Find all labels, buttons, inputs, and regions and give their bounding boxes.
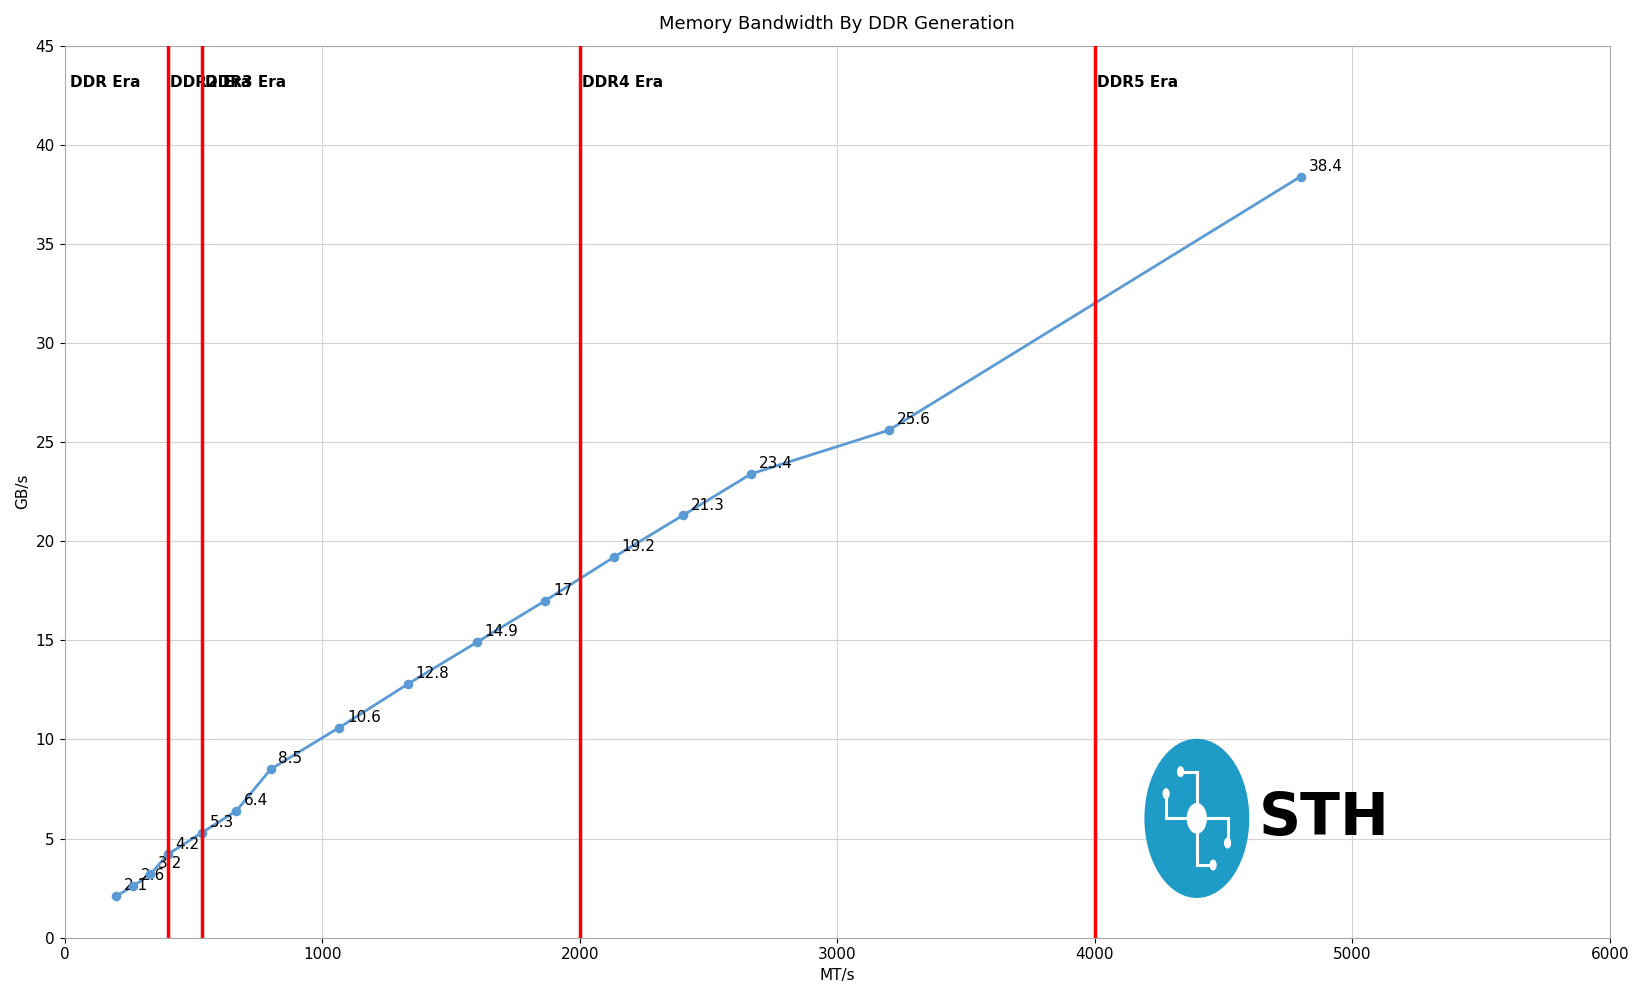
Text: 38.4: 38.4 bbox=[1309, 159, 1342, 174]
Point bbox=[104, 888, 130, 904]
Point bbox=[155, 846, 181, 862]
Text: 25.6: 25.6 bbox=[896, 412, 931, 427]
Text: 10.6: 10.6 bbox=[347, 710, 381, 725]
Point bbox=[120, 878, 146, 894]
Y-axis label: GB/s: GB/s bbox=[15, 474, 30, 509]
Point bbox=[224, 802, 250, 818]
Text: 12.8: 12.8 bbox=[416, 666, 449, 681]
Title: Memory Bandwidth By DDR Generation: Memory Bandwidth By DDR Generation bbox=[659, 15, 1014, 33]
Text: 2.6: 2.6 bbox=[141, 868, 164, 883]
X-axis label: MT/s: MT/s bbox=[819, 968, 855, 983]
Text: 21.3: 21.3 bbox=[690, 498, 725, 513]
Circle shape bbox=[1187, 803, 1207, 833]
Text: 5.3: 5.3 bbox=[210, 814, 233, 829]
Point bbox=[258, 761, 284, 777]
Point bbox=[464, 635, 490, 651]
Point bbox=[533, 593, 559, 609]
Text: 3.2: 3.2 bbox=[158, 856, 182, 871]
Circle shape bbox=[1162, 788, 1171, 799]
Text: 23.4: 23.4 bbox=[760, 456, 792, 471]
Circle shape bbox=[1177, 766, 1184, 777]
Text: 4.2: 4.2 bbox=[176, 836, 199, 851]
Point bbox=[1287, 169, 1314, 185]
Point bbox=[600, 549, 626, 565]
Circle shape bbox=[1210, 859, 1217, 870]
Text: DDR2 Era: DDR2 Era bbox=[171, 76, 252, 91]
Point bbox=[326, 720, 352, 736]
Text: 8.5: 8.5 bbox=[278, 751, 302, 766]
Text: DDR4 Era: DDR4 Era bbox=[582, 76, 664, 91]
Point bbox=[189, 824, 215, 840]
Point bbox=[136, 866, 163, 882]
Text: 17: 17 bbox=[552, 583, 572, 598]
Circle shape bbox=[1223, 837, 1231, 848]
Circle shape bbox=[1144, 739, 1249, 898]
Point bbox=[669, 508, 695, 524]
Text: 2.1: 2.1 bbox=[123, 878, 148, 893]
Text: DDR Era: DDR Era bbox=[69, 76, 140, 91]
Text: 19.2: 19.2 bbox=[621, 539, 656, 554]
Text: DDR5 Era: DDR5 Era bbox=[1097, 76, 1179, 91]
Text: 6.4: 6.4 bbox=[245, 792, 268, 808]
Point bbox=[395, 676, 421, 692]
Text: DDR3 Era: DDR3 Era bbox=[206, 76, 286, 91]
Point bbox=[876, 422, 903, 438]
Point bbox=[738, 466, 764, 482]
Text: STH: STH bbox=[1258, 789, 1389, 847]
Text: 14.9: 14.9 bbox=[485, 625, 518, 640]
